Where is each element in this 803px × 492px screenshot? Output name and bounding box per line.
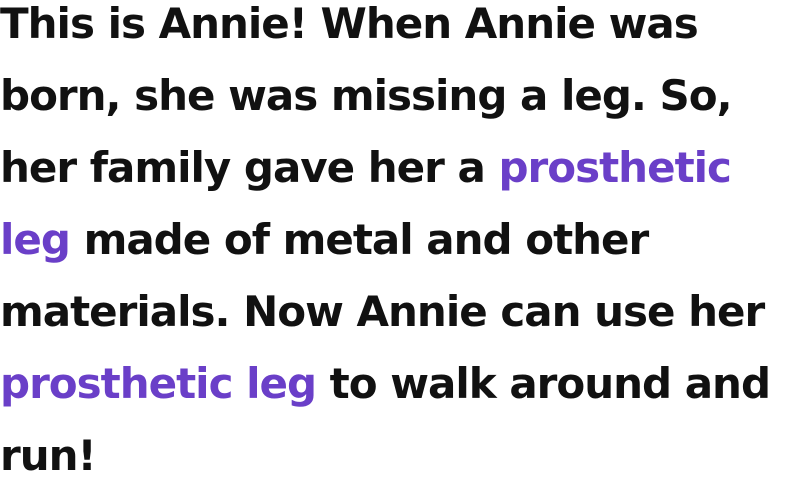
story-text: to walk around and bbox=[316, 359, 771, 408]
story-line-1: This is Annie! When Annie was bbox=[0, 0, 699, 48]
story-line-7: run! bbox=[0, 431, 97, 480]
story-line-3: her family gave her a prosthetic bbox=[0, 132, 803, 204]
story-line-5: materials. Now Annie can use her bbox=[0, 287, 765, 336]
highlighted-term-prosthetic-leg: prosthetic leg bbox=[0, 359, 317, 408]
highlighted-term-prosthetic: prosthetic bbox=[498, 143, 731, 192]
story-line-6: prosthetic leg to walk around and bbox=[0, 348, 803, 420]
story-text: made of metal and other bbox=[69, 215, 650, 264]
story-line-2: born, she was missing a leg. So, bbox=[0, 71, 733, 120]
story-text: her family gave her a bbox=[0, 143, 499, 192]
highlighted-term-leg: leg bbox=[0, 215, 71, 264]
story-line-4: leg made of metal and other bbox=[0, 204, 803, 276]
